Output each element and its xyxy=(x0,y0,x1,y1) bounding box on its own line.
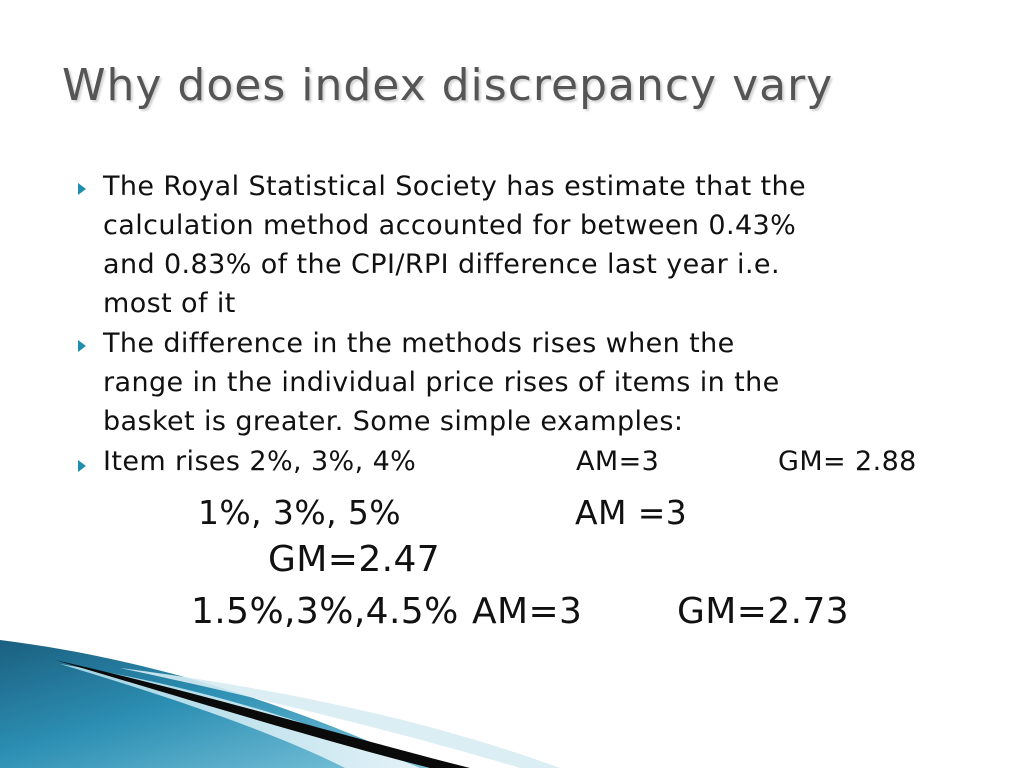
bullet-1-line-2: calculation method accounted for between… xyxy=(103,210,797,241)
bullet-arrow-icon xyxy=(78,340,86,352)
example-1-am: AM=3 xyxy=(576,446,660,477)
example-1-gm: GM= 2.88 xyxy=(778,446,917,477)
example-1-items: Item rises 2%, 3%, 4% xyxy=(103,446,417,477)
bullet-1: The Royal Statistical Society has estima… xyxy=(103,167,983,323)
bullet-arrow-icon xyxy=(78,460,86,472)
example-3-am: AM=3 xyxy=(472,591,583,632)
bullet-2: The difference in the methods rises when… xyxy=(103,324,983,441)
example-2-gm: GM=2.47 xyxy=(268,539,441,580)
bullet-1-line-1: The Royal Statistical Society has estima… xyxy=(103,171,807,202)
example-2-items: 1%, 3%, 5% xyxy=(198,493,402,532)
example-3-gm: GM=2.73 xyxy=(677,591,850,632)
example-2-am: AM =3 xyxy=(575,493,688,532)
bullet-arrow-icon xyxy=(78,183,86,195)
swoosh-dark-shape xyxy=(55,660,470,768)
bullet-2-line-1: The difference in the methods rises when… xyxy=(103,328,735,359)
bullet-1-line-4: most of it xyxy=(103,288,236,319)
example-3-items: 1.5%,3%,4.5% xyxy=(191,591,459,632)
swoosh-pale-shape xyxy=(120,668,560,768)
bullet-2-line-2: range in the individual price rises of i… xyxy=(103,367,780,398)
bullet-1-line-3: and 0.83% of the CPI/RPI difference last… xyxy=(103,249,780,280)
swoosh-light-shape xyxy=(60,664,420,768)
bullet-2-line-3: basket is greater. Some simple examples: xyxy=(103,406,684,437)
slide-title: Why does index discrepancy vary xyxy=(62,60,834,111)
